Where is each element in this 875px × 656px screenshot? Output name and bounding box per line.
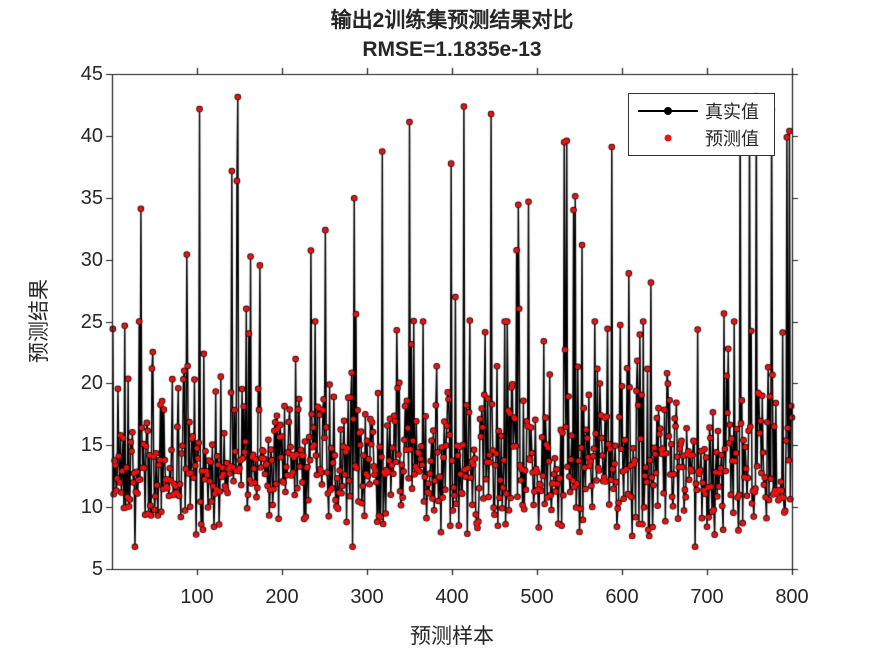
legend: 真实值 预测值 — [628, 93, 775, 156]
y-tick-label: 45 — [80, 63, 103, 85]
legend-entry-true-value: 真实值 — [637, 98, 768, 124]
x-tick-label: 700 — [690, 586, 724, 608]
y-tick-label: 35 — [80, 186, 103, 209]
x-tick-label: 200 — [265, 586, 299, 608]
y-tick-label: 15 — [80, 434, 103, 457]
x-axis-label: 预测样本 — [410, 625, 494, 648]
y-tick-label: 5 — [91, 558, 103, 580]
x-tick-label: 300 — [350, 586, 384, 608]
x-tick-label: 600 — [605, 586, 639, 608]
chart-title: 输出2训练集预测结果对比 RMSE=1.1835e-13 — [331, 6, 574, 64]
red-dot-icon — [664, 134, 672, 142]
y-tick-label: 25 — [80, 310, 103, 333]
x-tick-label: 500 — [520, 586, 554, 608]
legend-label-predicted: 预测值 — [705, 129, 759, 150]
chart-title-text: 输出2训练集预测结果对比 — [330, 9, 574, 32]
legend-entry-predicted-value: 预测值 — [637, 125, 768, 151]
line-dot-icon — [638, 106, 698, 115]
x-tick-label: 400 — [435, 586, 469, 608]
x-tick-label: 800 — [775, 586, 809, 608]
y-tick-label: 40 — [80, 124, 103, 147]
y-tick-label: 10 — [80, 496, 103, 519]
x-tick-label: 100 — [180, 586, 214, 608]
y-tick-label: 30 — [80, 248, 103, 271]
y-tick-label: 20 — [80, 372, 103, 395]
legend-label-true: 真实值 — [705, 101, 759, 122]
chart-rmse-text: RMSE=1.1835e-13 — [362, 38, 542, 61]
